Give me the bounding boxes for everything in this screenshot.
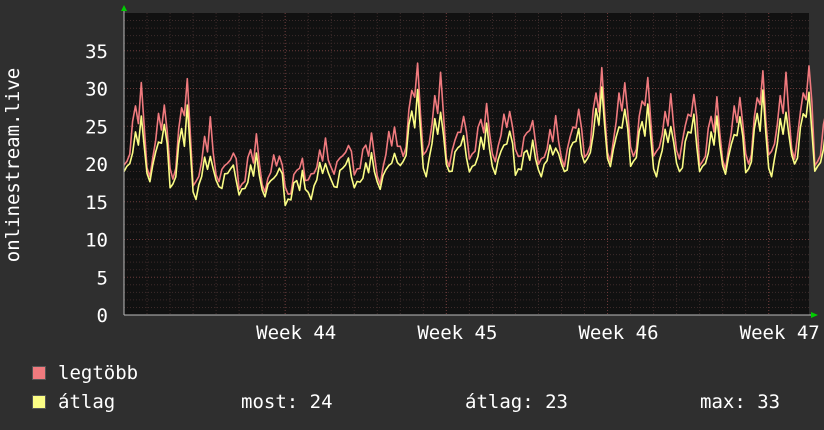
x-tick-label: Week 46 [578,322,658,344]
y-tick-label: 30 [85,79,108,101]
y-tick-label: 0 [97,305,108,327]
stat-avg-value: 23 [545,391,568,413]
series-line-avg [123,86,824,207]
y-tick-label: 20 [85,154,108,176]
legend-swatch-max [32,366,46,380]
x-tick-label: Week 44 [256,322,336,344]
y-tick-labels: 0 5 10 15 20 25 30 35 [85,41,108,327]
y-tick-label: 25 [85,116,108,138]
y-tick-label: 5 [97,267,108,289]
legend-item-avg: átlag [32,391,115,413]
y-tick-label: 10 [85,230,108,252]
x-tick-label: Week 47 [740,322,820,344]
legend-swatch-avg [32,395,46,409]
legend-item-max: legtöbb [32,362,138,384]
stat-max-value: 33 [757,391,781,413]
x-tick-label: Week 45 [417,322,497,344]
stat-now: most: 24 [241,391,333,413]
legend-label-avg: átlag [58,391,116,413]
series-line-max [123,62,824,195]
legend-label-max: legtöbb [58,362,139,384]
stat-max-label: max: [700,391,746,413]
y-axis-label: onlinestream.live [2,67,24,263]
stat-max: max: 33 [700,391,780,413]
stat-now-value: 24 [309,391,333,413]
stat-avg-label: átlag: [465,391,534,413]
y-axis-arrow [121,5,127,11]
x-axis-arrow [811,312,818,318]
grid [123,13,809,316]
stat-avg: átlag: 23 [465,391,568,413]
y-tick-label: 15 [85,192,108,214]
series-layer [123,62,824,207]
y-tick-label: 35 [85,41,108,63]
stat-now-label: most: [241,391,299,413]
x-tick-labels: Week 44 Week 45 Week 46 Week 47 [256,322,820,344]
